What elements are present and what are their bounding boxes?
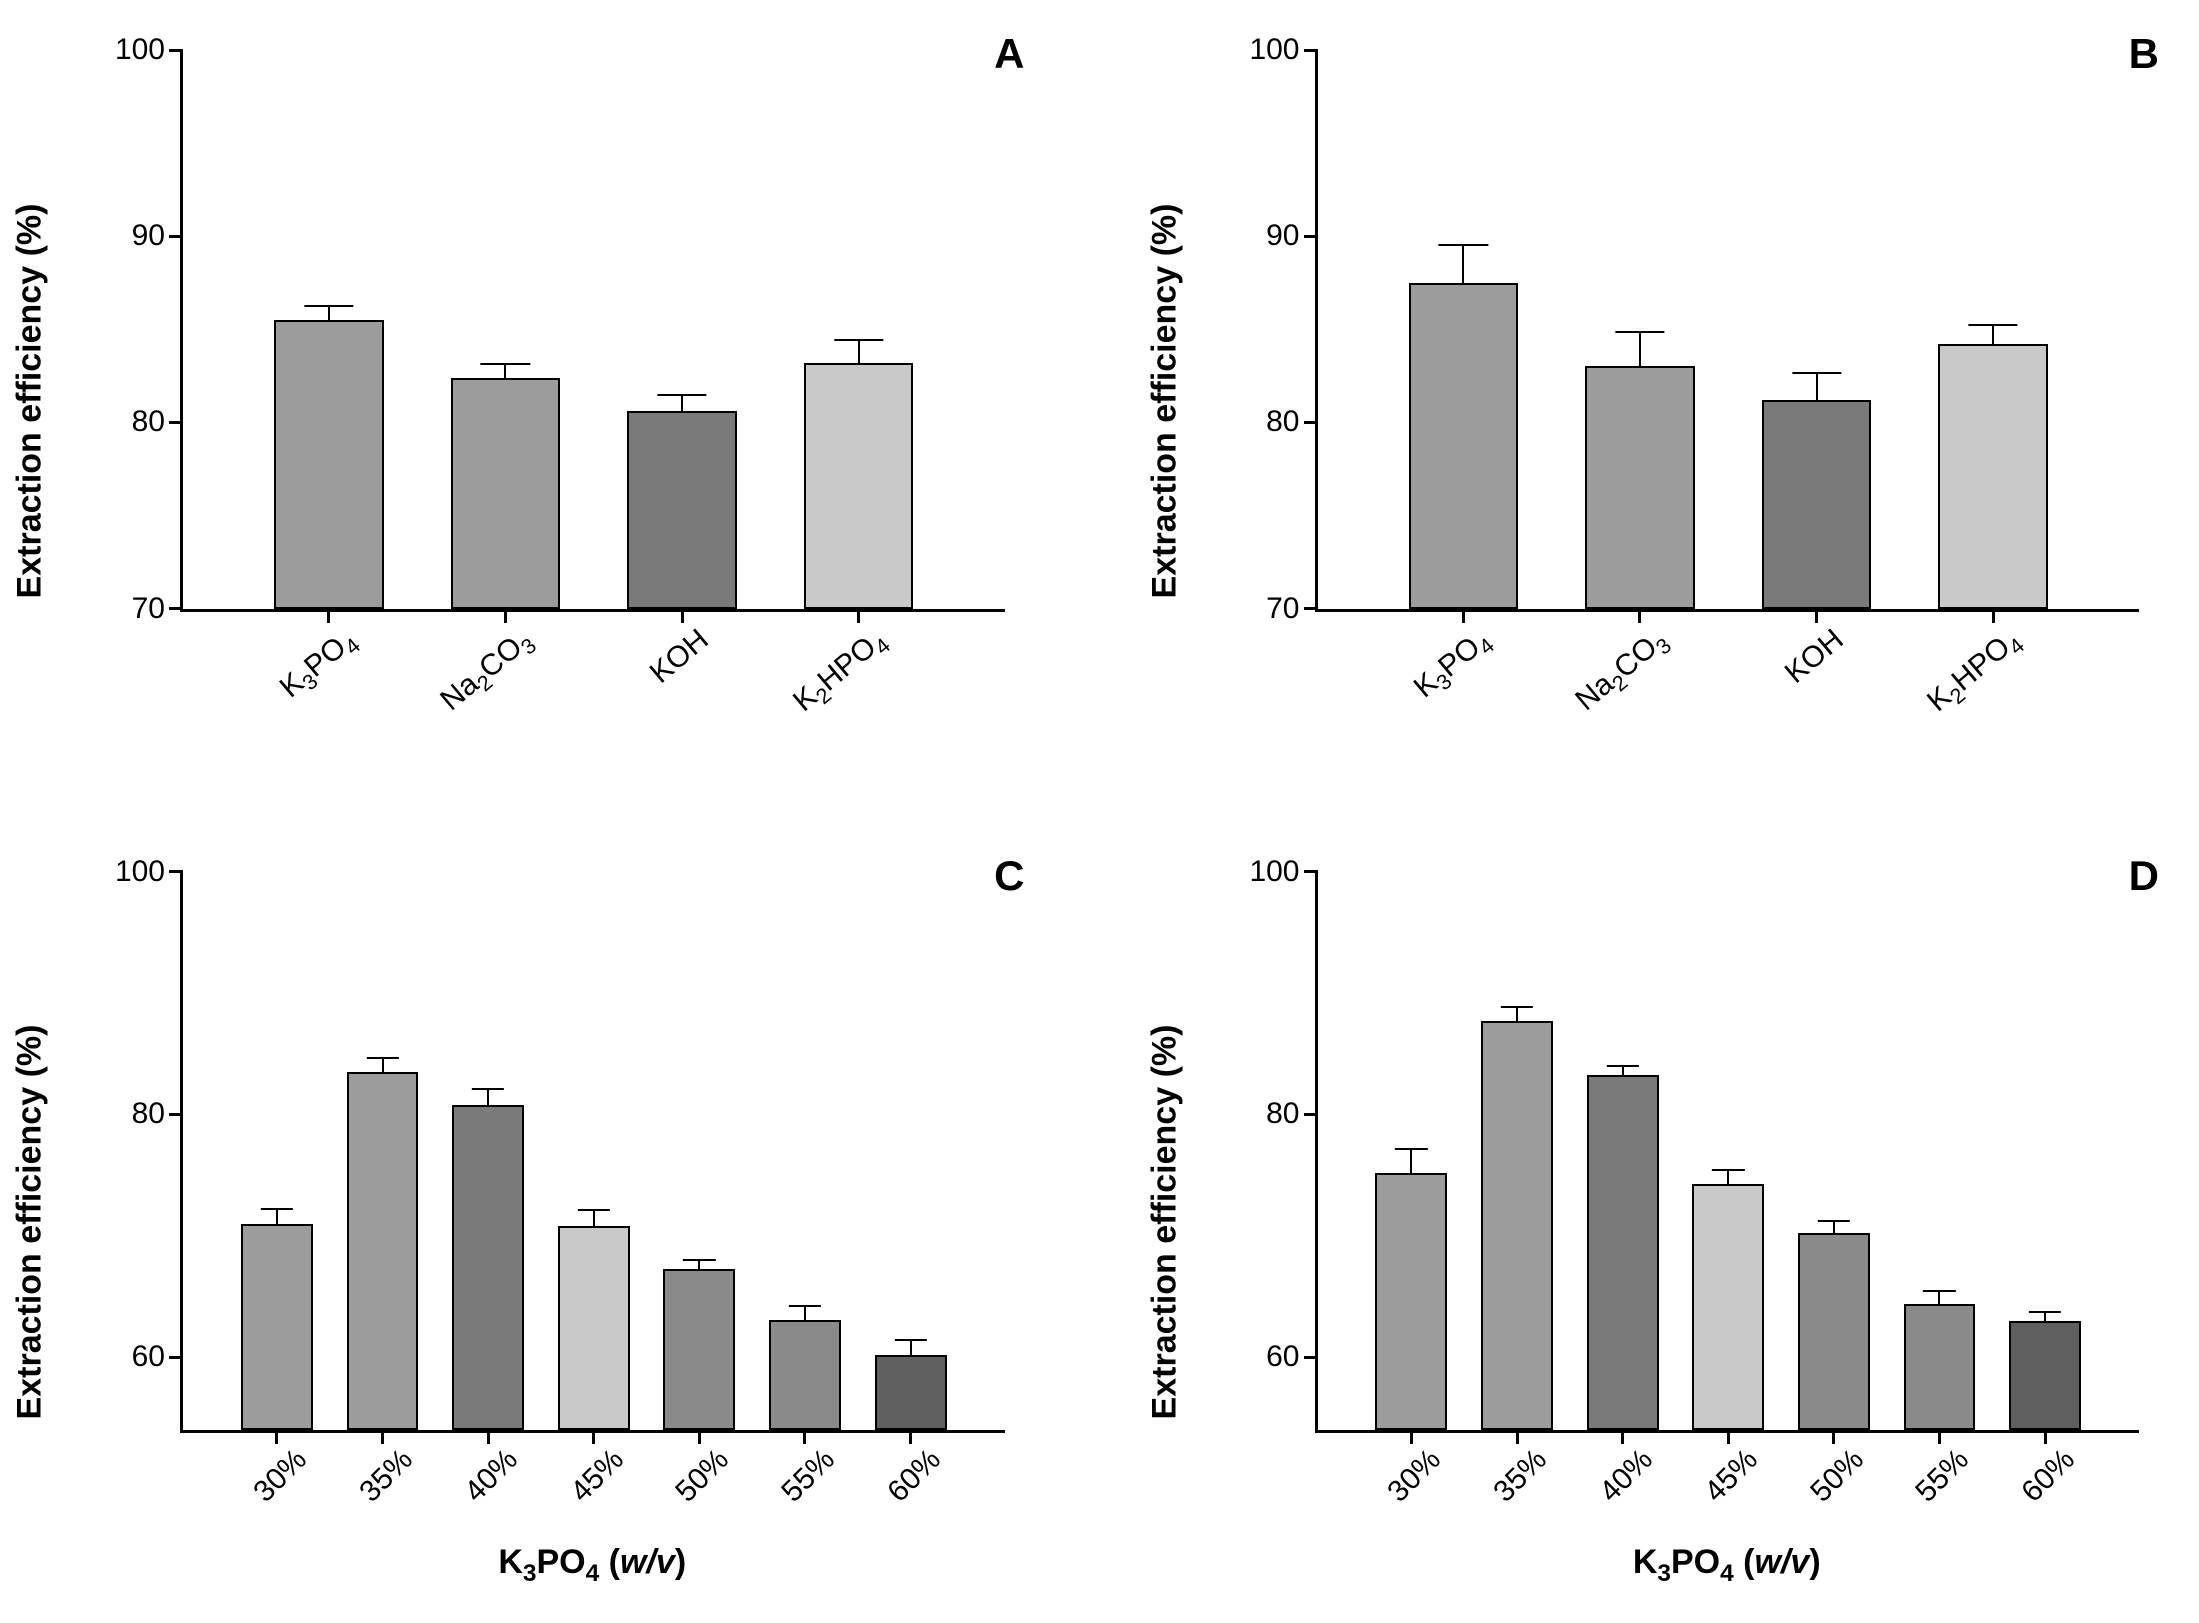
plot-area: 708090100K3PO4Na2CO3KOHK2HPO4 <box>1315 50 2140 612</box>
error-bar <box>328 305 330 320</box>
y-axis-label: Extraction efficiency (%) <box>11 1025 50 1420</box>
figure: AExtraction efficiency (%)708090100K3PO4… <box>0 0 2199 1623</box>
error-bar <box>1410 1148 1412 1172</box>
x-tick-label: KOH <box>1767 609 1850 691</box>
bar <box>2009 1321 2081 1430</box>
x-tick-label: 60% <box>2003 1430 2082 1509</box>
bar <box>804 363 914 609</box>
error-bar <box>698 1259 700 1269</box>
bar <box>663 1269 735 1430</box>
x-tick-label: K3PO4 <box>1396 609 1500 709</box>
y-axis-label: Extraction efficiency (%) <box>11 203 50 598</box>
error-bar <box>487 1088 489 1105</box>
bar <box>451 378 561 609</box>
x-tick-label: Na2CO3 <box>423 609 542 722</box>
panel-D: DExtraction efficiency (%)608010030%35%4… <box>1155 842 2180 1604</box>
plot-area: 608010030%35%40%45%50%55%60% <box>180 872 1005 1434</box>
y-tick-label: 60 <box>1266 1340 1317 1374</box>
x-tick-label: 45% <box>1686 1430 1765 1509</box>
y-tick-label: 100 <box>1249 33 1317 67</box>
x-tick-label: K2HPO4 <box>775 609 895 723</box>
y-tick-label: 70 <box>1266 592 1317 626</box>
error-bar <box>681 394 683 411</box>
x-tick-label: K3PO4 <box>262 609 366 709</box>
y-tick-label: 70 <box>132 592 183 626</box>
y-tick-label: 60 <box>132 1340 183 1374</box>
y-tick-label: 80 <box>132 1097 183 1131</box>
error-bar <box>593 1209 595 1226</box>
error-bar <box>1992 324 1994 344</box>
x-tick-label: 55% <box>1897 1430 1976 1509</box>
panel-grid: AExtraction efficiency (%)708090100K3PO4… <box>20 20 2179 1603</box>
bar <box>1585 366 1695 608</box>
x-axis-label: K3PO4 (w/v) <box>180 1543 1005 1603</box>
x-tick-label: 35% <box>340 1430 419 1509</box>
bar <box>1692 1184 1764 1430</box>
error-bar <box>382 1057 384 1072</box>
y-tick-label: 90 <box>132 219 183 253</box>
plot-area: 608010030%35%40%45%50%55%60% <box>1315 872 2140 1434</box>
y-tick-label: 80 <box>1266 1097 1317 1131</box>
y-tick-label: 100 <box>1249 855 1317 889</box>
error-bar <box>276 1208 278 1224</box>
error-bar <box>1816 372 1818 400</box>
bar <box>1904 1304 1976 1430</box>
bar <box>1481 1021 1553 1430</box>
x-tick-label: 40% <box>1580 1430 1659 1509</box>
y-tick-label: 80 <box>132 405 183 439</box>
error-bar <box>1462 244 1464 283</box>
bar <box>1798 1233 1870 1430</box>
x-tick-label: 35% <box>1475 1430 1554 1509</box>
error-bar <box>1639 331 1641 366</box>
x-tick-label: 30% <box>234 1430 313 1509</box>
bar <box>1762 400 1872 609</box>
bar <box>241 1224 313 1430</box>
bar <box>347 1072 419 1430</box>
error-bar <box>2044 1311 2046 1321</box>
plot-area: 708090100K3PO4Na2CO3KOHK2HPO4 <box>180 50 1005 612</box>
bar <box>1409 283 1519 609</box>
bar <box>627 411 737 608</box>
bar <box>1938 344 2048 608</box>
y-tick-label: 100 <box>115 33 183 67</box>
x-tick-label: Na2CO3 <box>1558 609 1677 722</box>
error-bar <box>1516 1006 1518 1021</box>
x-tick-label: 55% <box>763 1430 842 1509</box>
x-axis-label: K3PO4 (w/v) <box>1315 1543 2140 1603</box>
error-bar <box>1727 1169 1729 1184</box>
x-tick-label: 30% <box>1369 1430 1448 1509</box>
y-axis-label: Extraction efficiency (%) <box>1145 203 1184 598</box>
bar <box>452 1105 524 1430</box>
bar <box>1375 1173 1447 1430</box>
error-bar <box>858 339 860 363</box>
error-bar <box>910 1339 912 1355</box>
error-bar <box>1833 1220 1835 1233</box>
panel-A: AExtraction efficiency (%)708090100K3PO4… <box>20 20 1045 782</box>
x-tick-label: 50% <box>657 1430 736 1509</box>
bar <box>769 1320 841 1431</box>
error-bar <box>1622 1065 1624 1076</box>
x-tick-label: K2HPO4 <box>1910 609 2030 723</box>
panel-B: BExtraction efficiency (%)708090100K3PO4… <box>1155 20 2180 782</box>
y-tick-label: 100 <box>115 855 183 889</box>
x-tick-label: 50% <box>1791 1430 1870 1509</box>
error-bar <box>804 1305 806 1320</box>
y-axis-label: Extraction efficiency (%) <box>1145 1025 1184 1420</box>
error-bar <box>1938 1290 1940 1303</box>
x-tick-label: KOH <box>632 609 715 691</box>
x-tick-label: 60% <box>868 1430 947 1509</box>
bar <box>875 1355 947 1430</box>
error-bar <box>504 363 506 378</box>
x-tick-label: 45% <box>551 1430 630 1509</box>
bar <box>558 1226 630 1430</box>
panel-C: CExtraction efficiency (%)608010030%35%4… <box>20 842 1045 1604</box>
bar <box>274 320 384 609</box>
x-tick-label: 40% <box>446 1430 525 1509</box>
y-tick-label: 90 <box>1266 219 1317 253</box>
bar <box>1587 1075 1659 1430</box>
y-tick-label: 80 <box>1266 405 1317 439</box>
